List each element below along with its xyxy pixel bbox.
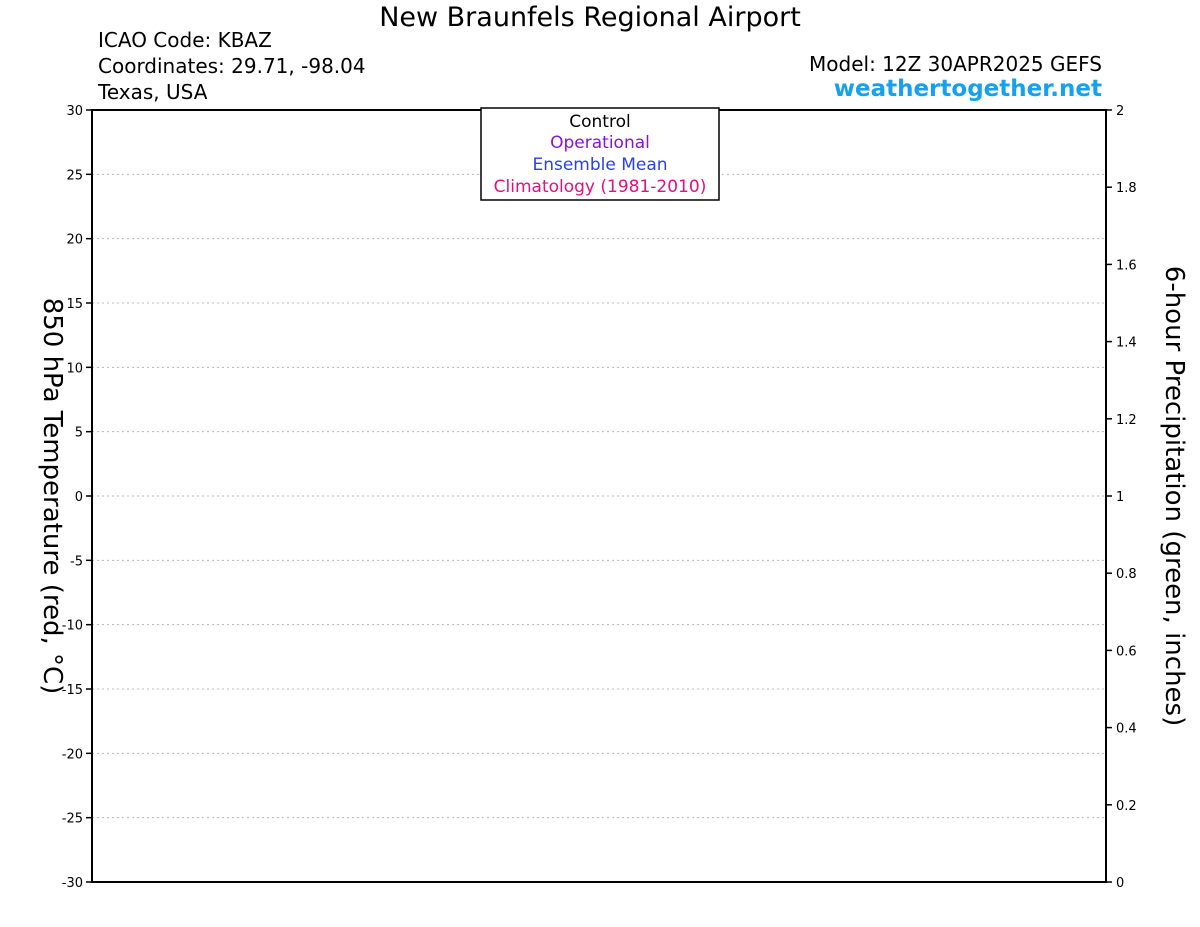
y-right-tick-label: 0	[1116, 876, 1124, 891]
y-left-tick-label: 15	[66, 297, 83, 312]
y-right-tick-label: 0.8	[1116, 567, 1137, 582]
y-axis-left-label: 850 hPa Temperature (red, °C)	[37, 298, 67, 695]
y-left-tick-label: 25	[66, 168, 83, 183]
right-axis: 2 1.8 1.6 1.4 1.2 1 0.8 0.6 0.4 0.2 0	[1106, 104, 1137, 891]
y-right-tick-label: 0.4	[1116, 722, 1137, 737]
coordinates: Coordinates: 29.71, -98.04	[98, 54, 366, 78]
y-right-tick-label: 0.2	[1116, 799, 1137, 814]
y-left-tick-label: -20	[62, 747, 83, 762]
y-axis-right-label: 6-hour Precipitation (green, inches)	[1159, 266, 1189, 726]
y-right-tick-label: 1.4	[1116, 336, 1137, 351]
legend: Control Operational Ensemble Mean Climat…	[480, 107, 720, 201]
y-left-tick-label: 10	[66, 361, 83, 376]
y-right-tick-label: 1	[1116, 490, 1124, 505]
y-right-tick-label: 1.2	[1116, 413, 1137, 428]
legend-climatology: Climatology (1981-2010)	[494, 177, 707, 197]
legend-control: Control	[569, 112, 630, 132]
legend-box	[480, 107, 720, 201]
y-left-tick-label: -30	[62, 876, 83, 891]
legend-operational: Operational	[550, 133, 650, 153]
left-axis: 30 25 20 15 10 5 0 -5 -10 -15 -20 -25 -30	[62, 104, 92, 891]
y-left-tick-label: -15	[62, 683, 83, 698]
y-right-tick-label: 2	[1116, 104, 1124, 119]
y-left-tick-label: 20	[66, 233, 83, 248]
y-right-tick-label: 1.8	[1116, 181, 1137, 196]
chart-title: New Braunfels Regional Airport	[379, 2, 801, 33]
y-left-tick-label: -10	[62, 619, 83, 634]
legend-ensemble-mean: Ensemble Mean	[532, 155, 667, 175]
y-right-tick-label: 1.6	[1116, 258, 1137, 273]
y-left-tick-label: 30	[66, 104, 83, 119]
y-left-tick-label: -25	[62, 812, 83, 827]
y-left-tick-label: 5	[75, 426, 83, 441]
y-left-tick-label: 0	[75, 490, 83, 505]
location: Texas, USA	[98, 80, 208, 104]
model-run: Model: 12Z 30APR2025 GEFS	[809, 52, 1102, 76]
y-right-tick-label: 0.6	[1116, 644, 1137, 659]
icao-code: ICAO Code: KBAZ	[98, 28, 272, 52]
grid-lines	[92, 173, 1106, 819]
website-link[interactable]: weathertogether.net	[833, 76, 1102, 102]
y-left-tick-label: -5	[70, 554, 83, 569]
